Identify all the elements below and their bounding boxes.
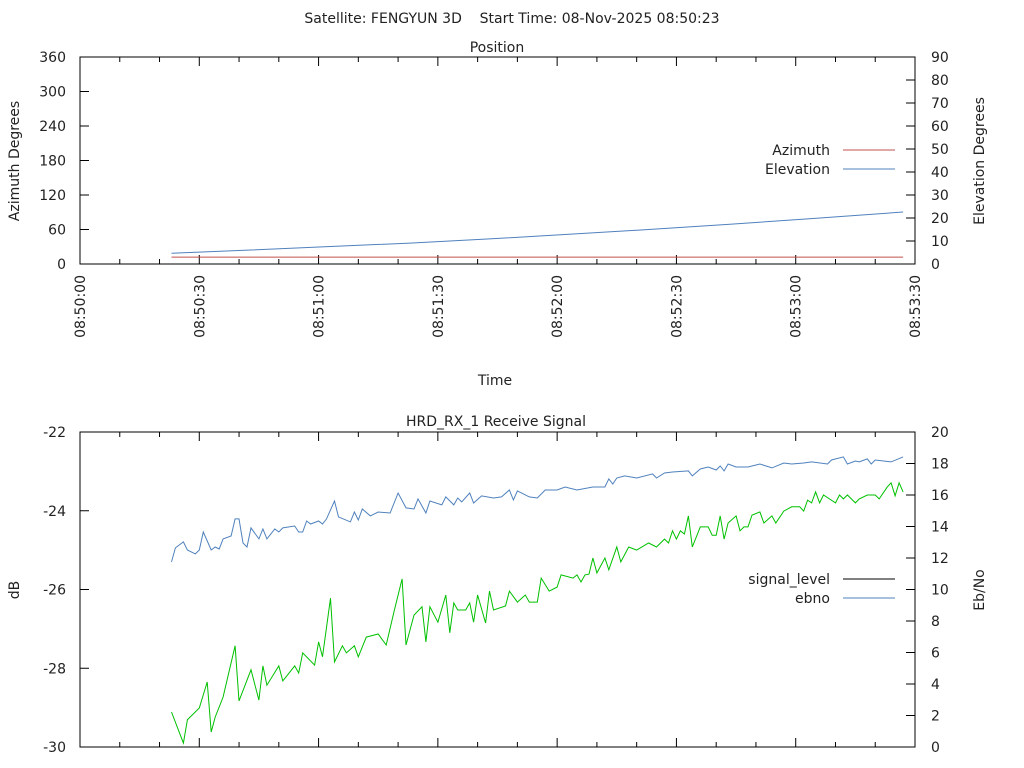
signal-ylabel: dB: [7, 581, 23, 600]
y-tick-label: 60: [48, 223, 66, 239]
y-tick-label: 180: [39, 154, 66, 170]
x-tick-label: 08:51:00: [312, 275, 328, 338]
y2-tick-label: 12: [931, 551, 949, 567]
y-tick-label: 360: [39, 50, 66, 66]
x-tick-label: 08:53:00: [789, 275, 805, 338]
y-tick-label: -30: [43, 740, 66, 756]
y2-tick-label: 60: [931, 119, 949, 135]
y2-tick-label: 14: [931, 520, 949, 536]
y-tick-label: 120: [39, 188, 66, 204]
x-tick-label: 08:51:30: [431, 275, 447, 338]
y2-tick-label: 10: [931, 583, 949, 599]
y2-tick-label: 90: [931, 50, 949, 66]
legend-label-Azimuth: Azimuth: [772, 143, 830, 159]
y2-tick-label: 10: [931, 234, 949, 250]
position-y2label: Elevation Degrees: [972, 97, 988, 225]
y2-tick-label: 20: [931, 211, 949, 227]
series-line-ebno: [171, 456, 904, 563]
y2-tick-label: 8: [931, 614, 940, 630]
legend-label-Elevation: Elevation: [765, 162, 830, 178]
y2-tick-label: 4: [931, 677, 940, 693]
y-tick-label: -22: [43, 425, 66, 441]
y2-tick-label: 30: [931, 188, 949, 204]
x-tick-label: 08:52:30: [669, 275, 685, 338]
y2-tick-label: 40: [931, 165, 949, 181]
y-tick-label: -26: [43, 583, 66, 599]
signal-y2label: Eb/No: [972, 569, 988, 611]
x-tick-label: 08:50:30: [192, 275, 208, 338]
y2-tick-label: 2: [931, 709, 940, 725]
y2-tick-label: 70: [931, 96, 949, 112]
y-tick-label: -28: [43, 661, 66, 677]
y2-tick-label: 0: [931, 257, 940, 273]
y2-tick-label: 16: [931, 488, 949, 504]
y2-tick-label: 0: [931, 740, 940, 756]
series-line-Elevation: [171, 211, 904, 254]
x-tick-label: 08:50:00: [73, 275, 89, 338]
x-tick-label: 08:53:30: [908, 275, 924, 338]
y-tick-label: 300: [39, 85, 66, 101]
y-tick-label: 0: [57, 257, 66, 273]
y-tick-label: 240: [39, 119, 66, 135]
signal-title: HRD_RX_1 Receive Signal: [406, 414, 586, 430]
y2-tick-label: 18: [931, 457, 949, 473]
series-line-signal_level: [171, 481, 904, 745]
legend-label-ebno: ebno: [795, 591, 830, 607]
plot-frame: [79, 56, 916, 265]
y2-tick-label: 6: [931, 646, 940, 662]
position-chart: Position Time Azimuth Degrees Elevation …: [7, 40, 988, 389]
main-title: Satellite: FENGYUN 3D Start Time: 08-Nov…: [304, 11, 719, 27]
position-ylabel: Azimuth Degrees: [7, 101, 23, 221]
position-title: Position: [470, 40, 525, 56]
y2-tick-label: 80: [931, 73, 949, 89]
position-xlabel: Time: [477, 373, 512, 389]
x-tick-label: 08:52:00: [550, 275, 566, 338]
y2-tick-label: 20: [931, 425, 949, 441]
receive-signal-chart: HRD_RX_1 Receive Signal dB Eb/No -30 -28 -…: [7, 414, 988, 756]
plot-frame: [79, 431, 916, 748]
y2-tick-label: 50: [931, 142, 949, 158]
legend-label-signal_level: signal_level: [748, 572, 830, 588]
y-tick-label: -24: [43, 504, 66, 520]
